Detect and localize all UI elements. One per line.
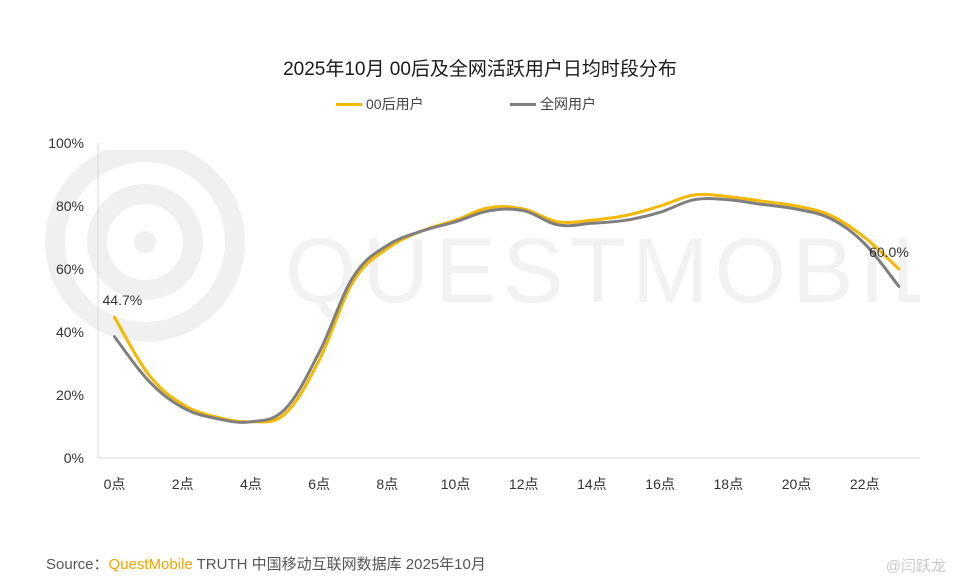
legend-label-gen00: 00后用户 — [366, 96, 424, 112]
legend-swatch-all — [510, 102, 536, 106]
x-tick-label: 2点 — [172, 476, 194, 492]
chart-title: 2025年10月 00后及全网活跃用户日均时段分布 — [283, 59, 677, 80]
source-prefix: Source： — [46, 556, 109, 573]
legend-swatch-gen00 — [336, 102, 362, 106]
y-axis: 0% 20% 40% 60% 80% 100% — [48, 135, 99, 466]
watermark-logo-icon — [45, 150, 245, 342]
chart-legend: 00后用户 全网用户 — [0, 94, 960, 116]
data-label: 44.7% — [103, 292, 143, 308]
x-tick-label: 12点 — [509, 476, 539, 492]
x-tick-label: 10点 — [441, 476, 471, 492]
x-axis: 0点 2点 4点 6点 8点 10点 12点 14点 16点 18点 20点 22点 — [98, 457, 920, 492]
x-tick-label: 0点 — [104, 476, 126, 492]
source-note: Source：QuestMobile TRUTH 中国移动互联网数据库 2025… — [46, 553, 486, 574]
series-layer — [113, 192, 901, 424]
x-tick-label: 16点 — [645, 476, 675, 492]
source-brand: QuestMobile — [108, 556, 193, 573]
series-line-gen00 — [113, 192, 901, 424]
line-chart: 0% 20% 40% 60% 80% 100% 0点 2点 4点 6点 8点 10点 12点 14点 16… — [48, 135, 920, 492]
weibo-watermark: @闫跃龙 — [885, 558, 946, 575]
x-tick-label: 20点 — [782, 476, 812, 492]
x-tick-label: 14点 — [577, 476, 607, 492]
x-tick-label: 6点 — [308, 476, 330, 492]
y-tick-label: 40% — [56, 324, 84, 340]
x-tick-label: 22点 — [850, 476, 880, 492]
source-rest: TRUTH 中国移动互联网数据库 2025年10月 — [192, 556, 486, 573]
legend-item-gen00: 00后用户 — [336, 94, 424, 114]
legend-item-all: 全网用户 — [510, 94, 596, 114]
y-tick-label: 60% — [56, 261, 84, 277]
series-line-all — [113, 196, 901, 424]
y-tick-label: 20% — [56, 387, 84, 403]
y-tick-label: 100% — [48, 135, 84, 151]
watermark-text: QUESTMOBILE — [285, 220, 920, 322]
data-label: 60.0% — [869, 244, 909, 260]
watermark-logo-dot — [134, 231, 156, 253]
y-tick-label: 0% — [64, 450, 84, 466]
y-tick-label: 80% — [56, 198, 84, 214]
x-tick-label: 8点 — [376, 476, 398, 492]
legend-label-all: 全网用户 — [540, 96, 596, 112]
x-tick-label: 18点 — [714, 476, 744, 492]
watermark: QUESTMOBILE — [45, 150, 920, 342]
data-labels-layer: 44.7% 60.0% — [103, 244, 909, 308]
x-tick-label: 4点 — [240, 476, 262, 492]
